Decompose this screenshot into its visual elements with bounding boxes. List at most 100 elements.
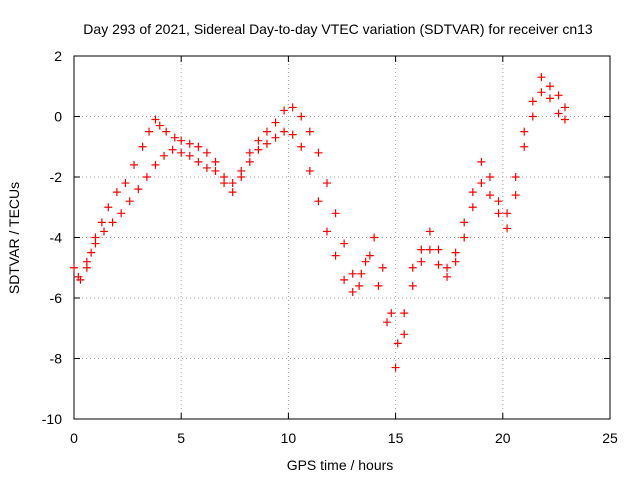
data-point xyxy=(211,157,220,166)
x-tick-label: 20 xyxy=(495,430,511,446)
data-point xyxy=(443,272,452,281)
data-point xyxy=(91,239,100,248)
data-point xyxy=(185,139,194,148)
data-point xyxy=(151,160,160,169)
data-point xyxy=(104,203,113,212)
data-point xyxy=(560,115,569,124)
data-point xyxy=(503,224,512,233)
x-tick-label: 0 xyxy=(70,430,78,446)
data-point xyxy=(370,233,379,242)
data-point xyxy=(130,160,139,169)
data-point xyxy=(477,157,486,166)
data-point xyxy=(138,142,147,151)
data-point xyxy=(97,218,106,227)
data-point xyxy=(460,218,469,227)
y-axis-label: SDTVAR / TECUs xyxy=(6,182,22,294)
data-point xyxy=(468,188,477,197)
x-tick-label: 25 xyxy=(602,430,618,446)
data-point xyxy=(387,309,396,318)
data-point xyxy=(168,145,177,154)
data-point xyxy=(177,136,186,145)
data-point xyxy=(393,339,402,348)
data-point xyxy=(142,173,151,181)
data-point xyxy=(125,197,134,206)
data-point xyxy=(511,173,520,181)
data-point xyxy=(348,287,357,296)
data-point xyxy=(145,127,154,136)
data-point xyxy=(108,218,117,227)
data-point xyxy=(357,269,366,278)
series-track-b xyxy=(74,88,569,372)
data-point xyxy=(262,127,271,136)
data-point xyxy=(170,133,179,142)
x-tick-label: 10 xyxy=(281,430,297,446)
data-point xyxy=(331,209,340,218)
data-point xyxy=(297,142,306,151)
data-point xyxy=(121,179,130,188)
y-tick-label: -6 xyxy=(50,290,63,306)
data-point xyxy=(374,281,383,290)
data-point xyxy=(70,263,78,272)
data-point xyxy=(537,88,546,97)
data-point xyxy=(254,136,263,145)
data-point xyxy=(494,209,503,218)
data-point xyxy=(100,227,109,236)
data-point xyxy=(288,103,297,112)
data-point xyxy=(417,245,426,254)
y-tick-label: 0 xyxy=(54,109,62,125)
data-point xyxy=(194,157,203,166)
data-point xyxy=(112,188,121,197)
data-point xyxy=(408,263,417,272)
data-point xyxy=(485,191,494,200)
data-point xyxy=(434,260,443,269)
y-tick-label: 2 xyxy=(54,48,62,64)
data-point xyxy=(494,197,503,206)
data-point xyxy=(554,109,563,118)
data-point xyxy=(425,227,434,236)
data-point xyxy=(194,142,203,151)
data-point xyxy=(443,263,452,272)
data-point xyxy=(545,94,554,103)
data-point xyxy=(391,363,400,372)
data-point xyxy=(297,112,306,121)
y-tick-label: -4 xyxy=(50,230,63,246)
x-axis-label: GPS time / hours xyxy=(287,457,394,473)
data-point xyxy=(528,112,537,121)
data-point xyxy=(237,173,246,181)
data-point xyxy=(485,173,494,181)
data-point xyxy=(340,275,349,284)
data-point xyxy=(245,148,254,157)
data-point xyxy=(400,330,409,339)
data-point xyxy=(271,133,280,142)
data-point xyxy=(228,179,237,188)
data-point xyxy=(460,233,469,242)
data-point xyxy=(74,272,83,281)
data-point xyxy=(528,97,537,106)
y-tick-label: -2 xyxy=(50,169,63,185)
grid xyxy=(74,56,610,419)
data-point xyxy=(202,148,211,157)
data-point xyxy=(348,269,357,278)
data-point xyxy=(280,106,289,115)
data-point xyxy=(400,309,409,318)
data-point xyxy=(177,148,186,157)
data-point xyxy=(305,127,314,136)
data-points xyxy=(70,73,569,372)
data-point xyxy=(117,209,126,218)
data-point xyxy=(151,115,160,124)
data-point xyxy=(280,127,289,136)
data-point xyxy=(322,227,331,236)
data-point xyxy=(160,151,169,160)
data-point xyxy=(82,257,91,266)
data-point xyxy=(245,157,254,166)
data-point xyxy=(365,251,374,260)
data-point xyxy=(155,121,164,130)
data-point xyxy=(477,179,486,188)
data-point xyxy=(383,318,392,327)
chart-title: Day 293 of 2021, Sidereal Day-to-day VTE… xyxy=(83,21,593,37)
data-point xyxy=(511,191,520,200)
data-point xyxy=(425,245,434,254)
data-point xyxy=(434,245,443,254)
data-point xyxy=(305,166,314,175)
